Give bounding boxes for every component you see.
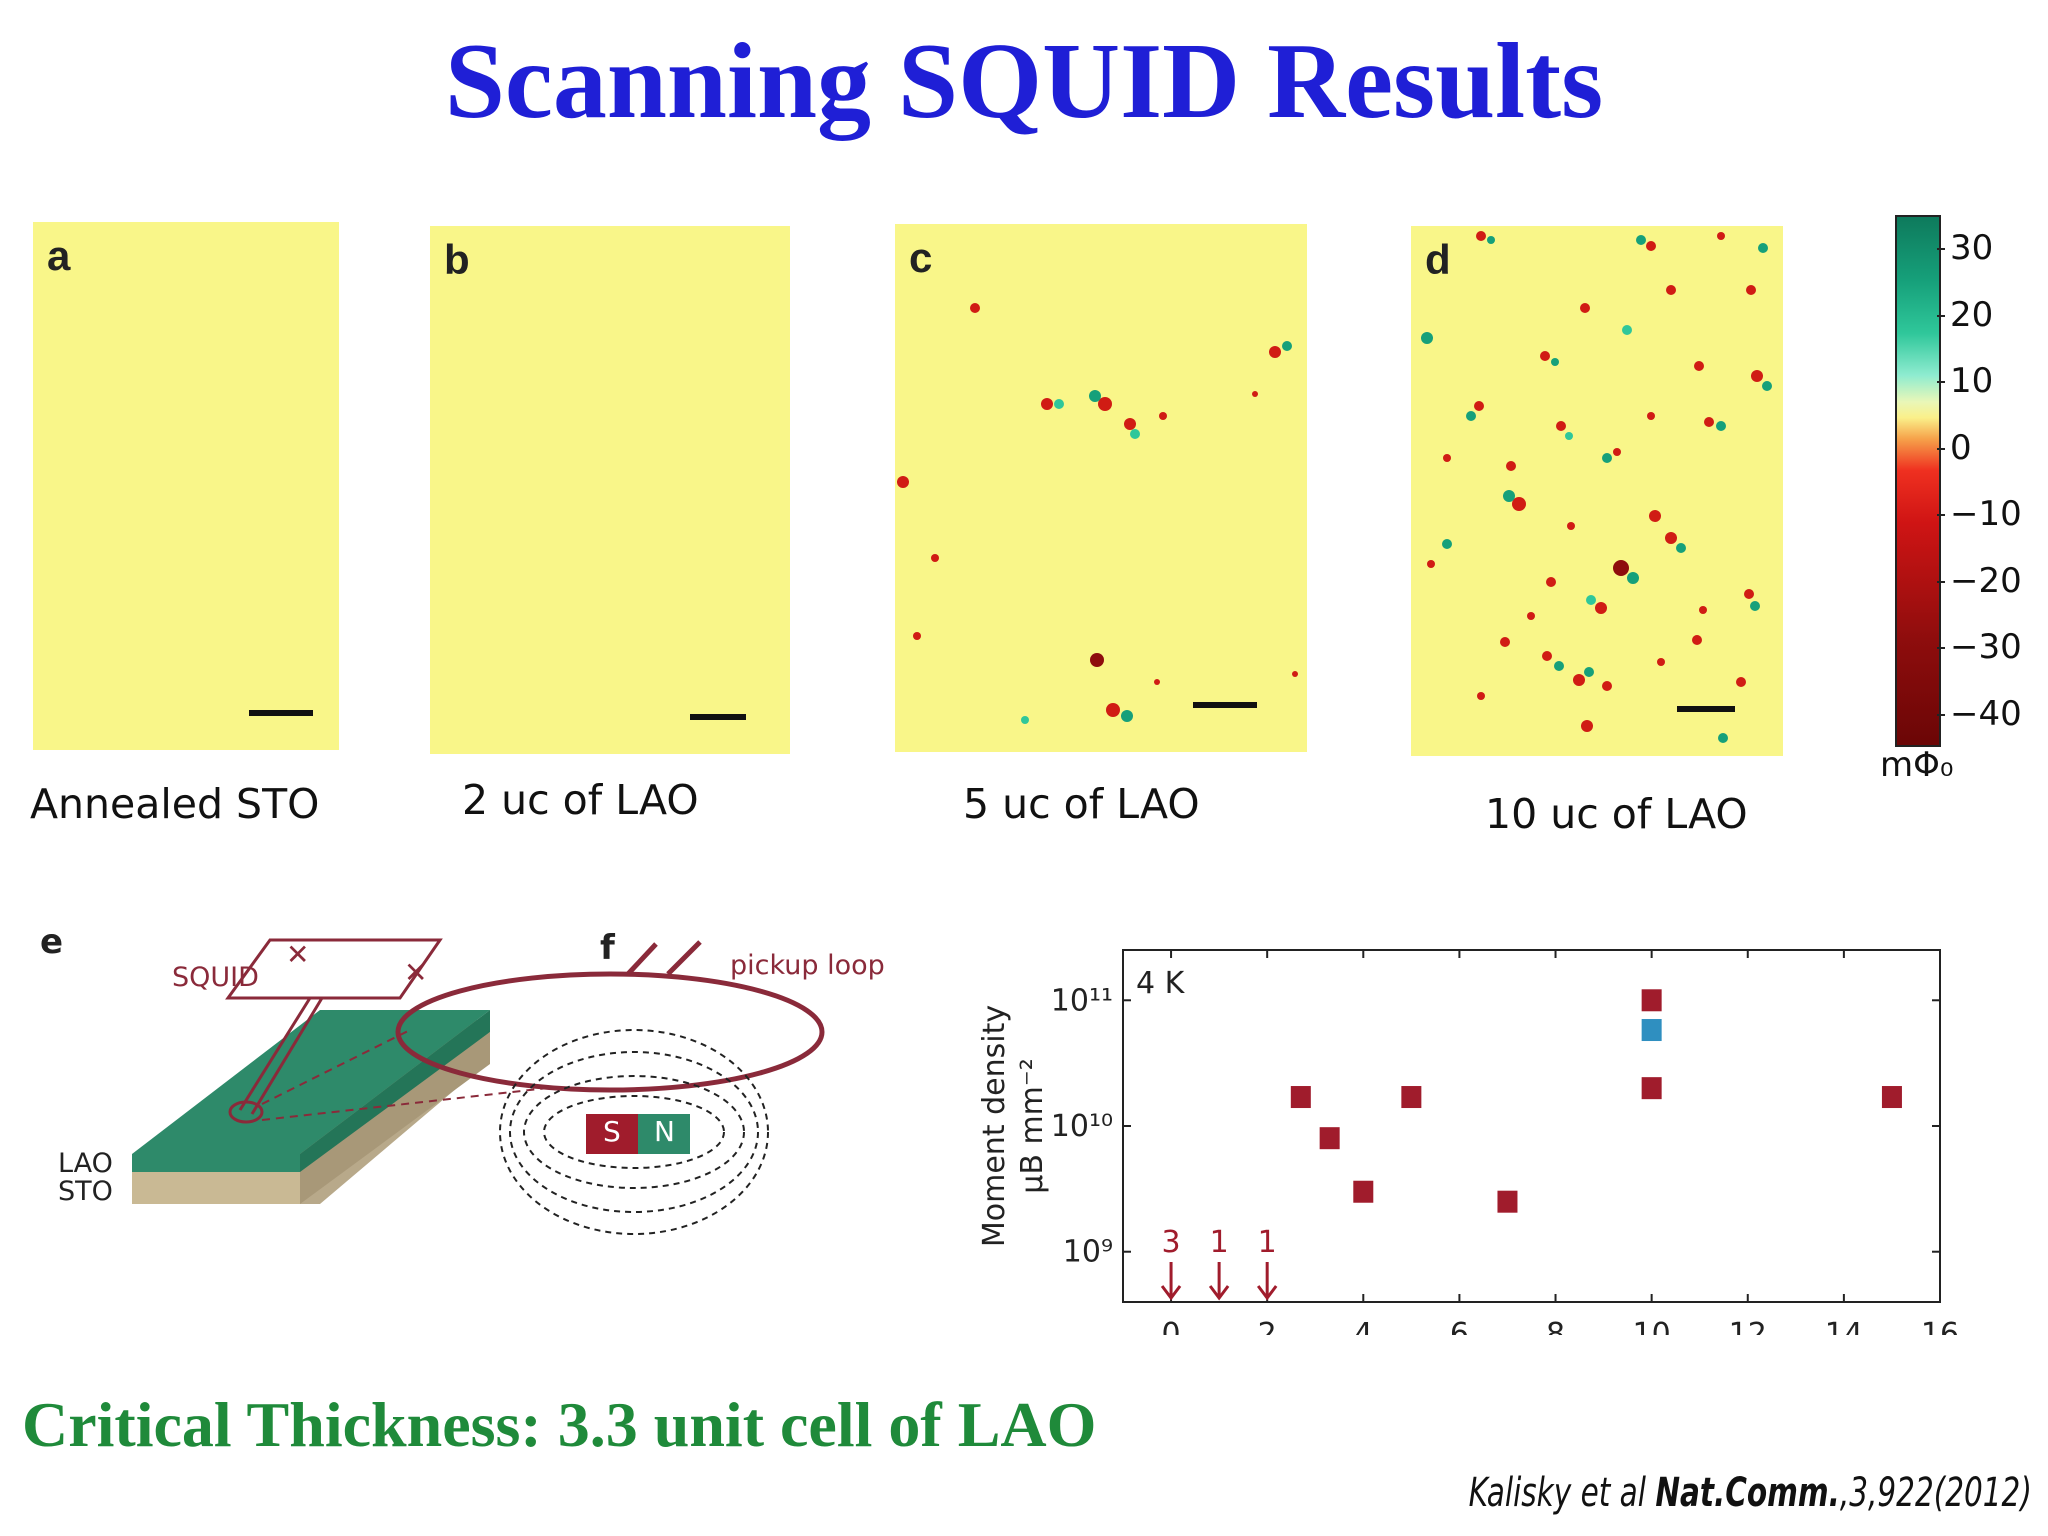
panel-a-scalebar bbox=[249, 710, 313, 716]
chart-ylabel-line1: Moment density bbox=[977, 1005, 1012, 1247]
panel-a-image: a bbox=[33, 222, 339, 750]
panel-c-caption: 5 uc of LAO bbox=[963, 780, 1200, 828]
layer-lao-label: LAO bbox=[58, 1148, 113, 1179]
magnet-s-label: S bbox=[603, 1115, 621, 1148]
citation: Kalisky et al Nat.Comm.,3,922(2012) bbox=[1469, 1470, 2032, 1516]
colorbar-tick-label: 0 bbox=[1950, 427, 1972, 468]
colorbar-tick-label: −20 bbox=[1950, 560, 2022, 601]
x-tick-label: 12 bbox=[1729, 1317, 1767, 1335]
data-point bbox=[1319, 1127, 1340, 1150]
colorbar-tick-label: 10 bbox=[1950, 361, 1994, 401]
data-point bbox=[1641, 1019, 1662, 1042]
slide-title: Scanning SQUID Results bbox=[444, 22, 1604, 141]
panel-d-letter: d bbox=[1425, 236, 1451, 283]
panel-b-image: b bbox=[430, 226, 790, 754]
colorbar-tick-label: −40 bbox=[1950, 693, 2022, 734]
colorbar-tick-label: 20 bbox=[1950, 294, 1994, 335]
panel-b-letter: b bbox=[444, 236, 470, 283]
critical-thickness-text: Critical Thickness: 3.3 unit cell of LAO bbox=[22, 1389, 1097, 1460]
citation-ref: ,3,922(2012) bbox=[1840, 1470, 2032, 1516]
x-tick-label: 4 bbox=[1354, 1317, 1373, 1335]
panel-c-dipoles bbox=[897, 303, 1298, 724]
upper-limit-arrowhead bbox=[1208, 1285, 1230, 1301]
x-tick-label: 2 bbox=[1258, 1317, 1277, 1335]
colorbar bbox=[1895, 215, 1941, 747]
upper-limit-count: 3 bbox=[1162, 1225, 1181, 1260]
squid-label: SQUID bbox=[172, 962, 259, 993]
svg-text:✕: ✕ bbox=[404, 956, 427, 989]
panel-d-dipoles bbox=[1421, 231, 1772, 743]
data-point bbox=[1641, 989, 1662, 1012]
panel-e-letter: e bbox=[40, 922, 64, 962]
colorbar-tick bbox=[1937, 447, 1945, 450]
y-tick-label: 10¹⁰ bbox=[1051, 1109, 1113, 1144]
panel-b-scalebar bbox=[690, 714, 746, 720]
colorbar-tick-label: 30 bbox=[1950, 228, 1994, 268]
panel-c-letter: c bbox=[909, 234, 933, 281]
colorbar-tick bbox=[1937, 580, 1945, 583]
panel-d-caption: 10 uc of LAO bbox=[1485, 790, 1748, 838]
x-tick-label: 16 bbox=[1921, 1317, 1959, 1335]
panel-c-image: c bbox=[895, 224, 1307, 752]
upper-limit-arrowhead bbox=[1256, 1285, 1278, 1301]
colorbar-tick bbox=[1937, 647, 1945, 649]
magnet-n-label: N bbox=[654, 1115, 675, 1148]
panel-a-caption: Annealed STO bbox=[30, 780, 320, 828]
schematic-illustration: ✕ ✕ bbox=[132, 938, 825, 1235]
chart-ylabel-line2: μB mm⁻² bbox=[1015, 1058, 1050, 1194]
data-point bbox=[1641, 1077, 1662, 1100]
data-point bbox=[1881, 1086, 1902, 1109]
panel-d-image: d bbox=[1411, 226, 1783, 756]
chart-annotation: 4 K bbox=[1136, 966, 1186, 1001]
x-tick-label: 10 bbox=[1633, 1317, 1671, 1335]
upper-limit-arrowhead bbox=[1160, 1285, 1182, 1301]
colorbar-tick bbox=[1937, 381, 1945, 383]
x-tick-label: 0 bbox=[1162, 1317, 1181, 1335]
pickup-loop-label: pickup loop bbox=[730, 950, 885, 981]
colorbar-tick bbox=[1937, 314, 1945, 317]
data-point bbox=[1401, 1086, 1422, 1109]
y-tick-label: 10⁹ bbox=[1063, 1235, 1113, 1270]
colorbar-tick bbox=[1937, 514, 1945, 516]
data-point bbox=[1290, 1086, 1311, 1109]
upper-limit-count: 1 bbox=[1258, 1225, 1277, 1260]
panel-b-caption: 2 uc of LAO bbox=[462, 776, 699, 824]
svg-text:✕: ✕ bbox=[286, 938, 309, 971]
chart-frame bbox=[1122, 949, 1941, 1303]
panel-f-letter: f bbox=[600, 928, 615, 968]
x-tick-label: 8 bbox=[1546, 1317, 1565, 1335]
panel-a-letter: a bbox=[47, 232, 71, 279]
layer-sto-label: STO bbox=[58, 1176, 113, 1207]
data-point bbox=[1353, 1180, 1374, 1203]
colorbar-unit: mΦ₀ bbox=[1880, 745, 1954, 785]
colorbar-tick bbox=[1937, 248, 1945, 250]
data-point bbox=[1497, 1190, 1518, 1213]
citation-authors: Kalisky et al bbox=[1468, 1470, 1656, 1516]
upper-limit-count: 1 bbox=[1210, 1225, 1229, 1260]
citation-journal: Nat.Comm. bbox=[1655, 1470, 1841, 1516]
x-tick-label: 6 bbox=[1450, 1317, 1469, 1335]
colorbar-tick-label: −30 bbox=[1950, 627, 2022, 667]
colorbar-tick-label: −10 bbox=[1950, 494, 2022, 534]
colorbar-tick bbox=[1937, 713, 1945, 716]
x-tick-label: 14 bbox=[1825, 1317, 1863, 1335]
y-tick-label: 10¹¹ bbox=[1051, 983, 1113, 1018]
